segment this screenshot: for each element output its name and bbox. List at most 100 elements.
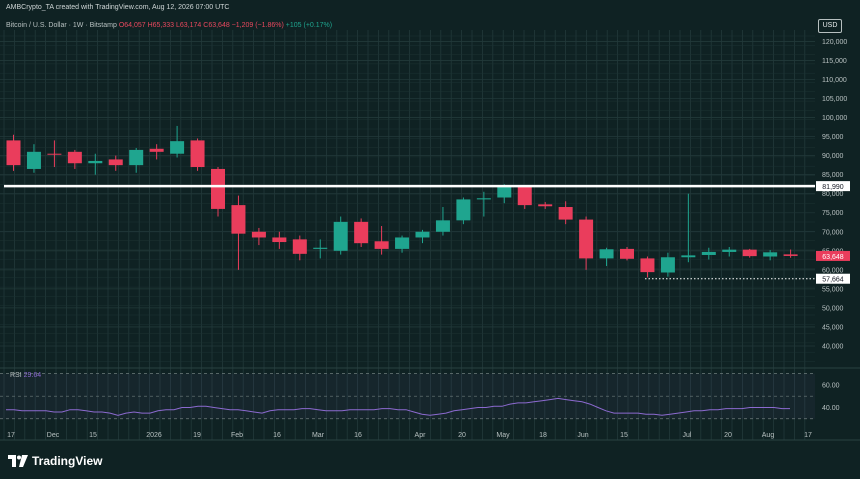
candle-body <box>190 140 205 168</box>
resistance-price-tag <box>816 181 850 192</box>
support-price-label: 57,664 <box>822 277 844 284</box>
change-value: +105 (+0.17%) <box>285 22 333 29</box>
candle-body <box>742 249 757 257</box>
candle-body <box>476 198 491 200</box>
price-tick-label: 115,000 <box>822 58 847 65</box>
time-tick-label: Apr <box>415 432 427 439</box>
grid-lines <box>0 30 815 440</box>
last-price-tag <box>816 250 850 261</box>
time-tick-label: Dec <box>47 432 60 439</box>
last-price-label: 63,648 <box>822 254 844 261</box>
price-tick-label: 45,000 <box>822 324 844 331</box>
time-tick-label: 18 <box>539 432 547 439</box>
rsi-legend: RSI 29.64 <box>10 372 41 379</box>
time-tick-label: 16 <box>273 432 281 439</box>
time-tick-label: Jul <box>683 432 692 439</box>
candle-body <box>88 160 103 164</box>
price-tick-label: 120,000 <box>822 39 847 46</box>
candle-body <box>599 249 614 259</box>
candle-body <box>26 151 41 169</box>
candle-body <box>722 249 737 252</box>
candle-body <box>333 221 348 251</box>
time-tick-label: 20 <box>724 432 732 439</box>
candle-body <box>701 251 716 255</box>
candle-body <box>170 141 185 154</box>
candle-body <box>538 204 553 207</box>
price-tick-label: 70,000 <box>822 229 844 236</box>
time-tick-label: Aug <box>762 432 775 439</box>
resistance-price-label: 81,990 <box>822 184 844 191</box>
time-tick-label: 17 <box>804 432 812 439</box>
rsi-tick-label: 40.00 <box>822 405 840 412</box>
candles <box>6 125 798 278</box>
symbol-name: Bitcoin / U.S. Dollar · 1W · Bitstamp <box>6 22 117 29</box>
rsi-label: RSI <box>10 372 22 379</box>
candle-body <box>763 252 778 257</box>
time-axis: 17 Dec 15 2026 19 Feb 16 Mar 16 Apr 20 May 18 Jun 15 Ju… <box>7 432 812 439</box>
candle-body <box>6 140 21 166</box>
price-tick-label: 100,000 <box>822 115 847 122</box>
price-tick-label: 95,000 <box>822 134 844 141</box>
rsi-line <box>6 397 790 416</box>
time-tick-label: 2026 <box>146 432 162 439</box>
price-tick-label: 85,000 <box>822 172 844 179</box>
tradingview-brand[interactable]: TradingView <box>8 454 102 468</box>
candle-body <box>415 231 430 238</box>
symbol-info: Bitcoin / U.S. Dollar · 1W · Bitstamp O6… <box>6 22 332 29</box>
support-price-tag <box>816 273 850 284</box>
candle-body <box>660 257 675 273</box>
time-tick-label: 19 <box>193 432 201 439</box>
price-tick-label: 50,000 <box>822 305 844 312</box>
chart-attribution: AMBCrypto_TA created with TradingView.co… <box>6 4 230 11</box>
candle-body <box>681 255 696 258</box>
candle-body <box>620 248 634 259</box>
price-tick-label: 110,000 <box>822 77 847 84</box>
candle-body <box>292 239 307 254</box>
candle-body <box>517 186 532 206</box>
currency-button[interactable]: USD <box>818 19 842 33</box>
brand-name: TradingView <box>32 454 103 468</box>
candle-body <box>497 186 512 198</box>
price-tick-label: 105,000 <box>822 96 847 103</box>
candle-body <box>354 221 369 244</box>
price-tick-label: 40,000 <box>822 343 844 350</box>
candle-body <box>558 207 573 220</box>
candle-body <box>47 153 62 155</box>
candle-body <box>456 199 471 221</box>
time-tick-label: 17 <box>7 432 15 439</box>
time-tick-label: 16 <box>354 432 362 439</box>
time-tick-label: May <box>496 432 510 439</box>
price-tick-label: 80,000 <box>822 191 844 198</box>
ohlc-values: O64,057 H65,333 L63,174 C63,648 −1,209 (… <box>118 22 284 29</box>
candle-body <box>435 220 450 232</box>
time-tick-label: 15 <box>620 432 628 439</box>
time-tick-label: Feb <box>231 432 243 439</box>
candle-body <box>783 254 798 256</box>
price-tick-label: 75,000 <box>822 210 844 217</box>
candle-body <box>374 241 389 249</box>
time-tick-label: 15 <box>89 432 97 439</box>
candle-body <box>108 159 123 166</box>
candle-body <box>640 258 655 273</box>
candle-body <box>395 237 410 249</box>
rsi-tick-label: 60.00 <box>822 382 840 389</box>
price-tick-label: 90,000 <box>822 153 844 160</box>
price-axis: 120,000 115,000 110,000 105,000 100,000 95,00… <box>822 39 847 351</box>
candle-body <box>67 151 82 164</box>
candle-body <box>272 237 287 243</box>
candle-body <box>149 148 164 152</box>
price-tick-label: 60,000 <box>822 267 844 274</box>
candle-body <box>211 168 225 209</box>
time-tick-label: Jun <box>577 432 588 439</box>
time-tick-label: Mar <box>312 432 325 439</box>
candle-body <box>129 149 144 166</box>
tradingview-logo-icon <box>8 455 28 467</box>
candle-body <box>231 205 246 234</box>
price-tick-label: 55,000 <box>822 286 844 293</box>
candle-body <box>251 231 266 238</box>
rsi-value: 29.64 <box>23 372 42 379</box>
time-tick-label: 20 <box>458 432 466 439</box>
candle-body <box>313 247 328 249</box>
